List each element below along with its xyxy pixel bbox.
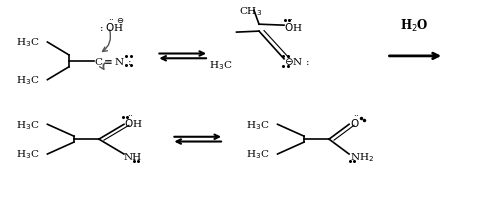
FancyArrowPatch shape [103,31,111,52]
Text: H$_3$C: H$_3$C [17,148,40,161]
Text: $\ominus$: $\ominus$ [116,16,124,25]
Text: H$_3$C: H$_3$C [17,36,40,49]
Text: $\ddot{\mathrm{O}}$H: $\ddot{\mathrm{O}}$H [284,18,303,34]
Text: $\ddot{\mathrm{O}}$H: $\ddot{\mathrm{O}}$H [124,114,142,129]
Text: C$\equiv$N :: C$\equiv$N : [94,56,131,67]
Text: H$_3$C: H$_3$C [17,118,40,131]
Text: CH$_3$: CH$_3$ [239,5,262,18]
Text: H$_3$C: H$_3$C [17,74,40,87]
Text: H$_3$C: H$_3$C [209,59,232,72]
Text: $\ominus$N :: $\ominus$N : [284,56,309,67]
Text: H$_3$C: H$_3$C [246,148,270,161]
Text: $\ddot{\mathrm{O}}$: $\ddot{\mathrm{O}}$ [350,114,359,129]
Text: : $\ddot{\mathrm{O}}$H: : $\ddot{\mathrm{O}}$H [99,18,124,34]
FancyArrowPatch shape [100,64,105,70]
Text: NH$_2$: NH$_2$ [350,151,374,164]
Text: H$_2$O: H$_2$O [400,18,429,34]
Text: NH: NH [124,153,142,162]
Text: H$_3$C: H$_3$C [246,118,270,131]
